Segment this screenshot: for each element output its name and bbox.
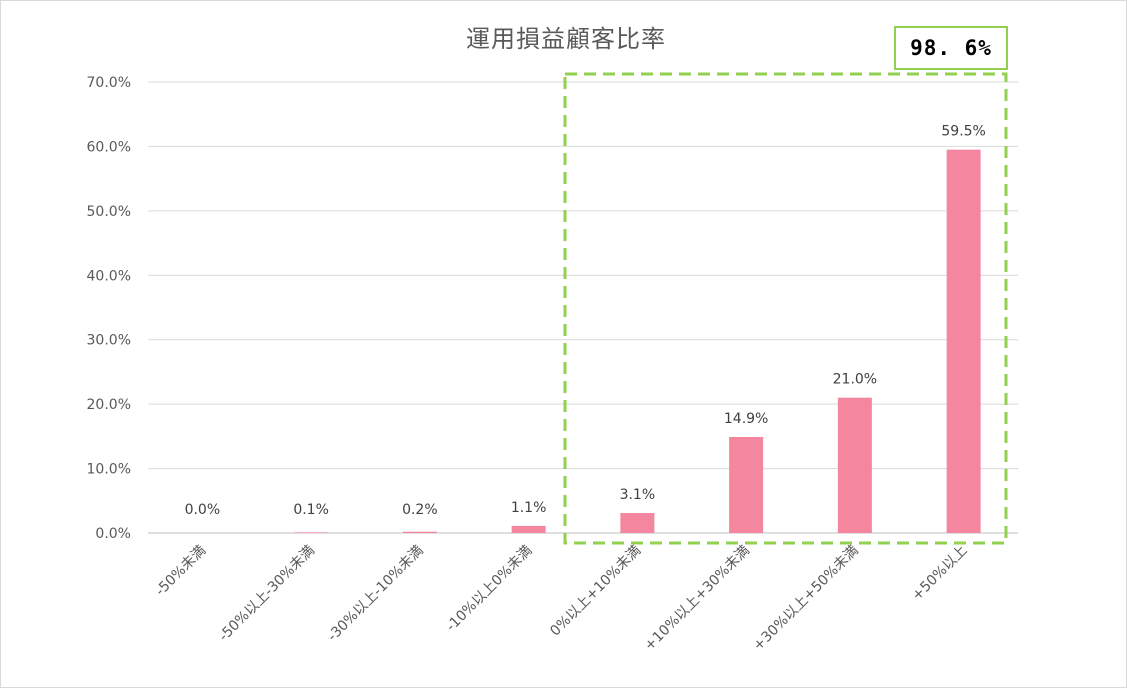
data-label: 3.1% — [620, 487, 656, 503]
data-label: 1.1% — [511, 500, 547, 516]
data-label: 14.9% — [724, 411, 768, 427]
bar — [620, 513, 655, 533]
data-label: 0.1% — [293, 502, 329, 518]
data-label: 59.5% — [941, 124, 985, 140]
x-tick-label: +10%以上+30%未満 — [641, 543, 753, 655]
y-tick-label: 40.0% — [87, 268, 131, 284]
highlight-total-badge: 98. 6% — [894, 26, 1008, 70]
data-label: 0.0% — [185, 502, 221, 518]
highlight-box — [563, 72, 1008, 545]
y-tick-label: 10.0% — [87, 462, 131, 478]
bar — [837, 397, 872, 533]
bars — [294, 149, 981, 533]
data-label: 21.0% — [833, 372, 877, 388]
y-tick-label: 0.0% — [95, 526, 131, 542]
y-tick-label: 50.0% — [87, 204, 131, 220]
bar — [946, 149, 981, 533]
y-tick-label: 20.0% — [87, 397, 131, 413]
y-axis-tick-labels: 0.0% 10.0% 20.0% 30.0% 40.0% 50.0% 60.0% 70.0% — [87, 75, 131, 542]
x-tick-label: -10%以上0%未満 — [443, 543, 535, 635]
x-tick-label: +30%以上+50%未満 — [750, 543, 862, 655]
data-label: 0.2% — [402, 502, 438, 518]
x-tick-label: 0%以上+10%未満 — [547, 543, 644, 640]
chart-title: 運用損益顧客比率 — [466, 25, 666, 53]
x-tick-label: -50%未満 — [153, 543, 210, 600]
data-labels: 0.0% 0.1% 0.2% 1.1% 3.1% 14.9% 21.0% 59.5% — [185, 124, 986, 518]
y-tick-label: 70.0% — [87, 75, 131, 91]
grid-lines — [148, 81, 1018, 534]
x-axis-tick-labels: -50%未満 -50%以上-30%未満 -30%以上-10%未満 -10%以上0%未満… — [153, 543, 971, 655]
bar — [402, 531, 437, 533]
y-tick-label: 60.0% — [87, 139, 131, 155]
bar — [729, 437, 764, 533]
x-tick-label: +50%以上 — [909, 543, 970, 604]
bar — [294, 532, 329, 533]
x-tick-label: -50%以上-30%未満 — [216, 543, 318, 645]
x-tick-label: -30%以上-10%未満 — [325, 543, 427, 645]
y-tick-label: 30.0% — [87, 333, 131, 349]
bar — [511, 525, 546, 533]
